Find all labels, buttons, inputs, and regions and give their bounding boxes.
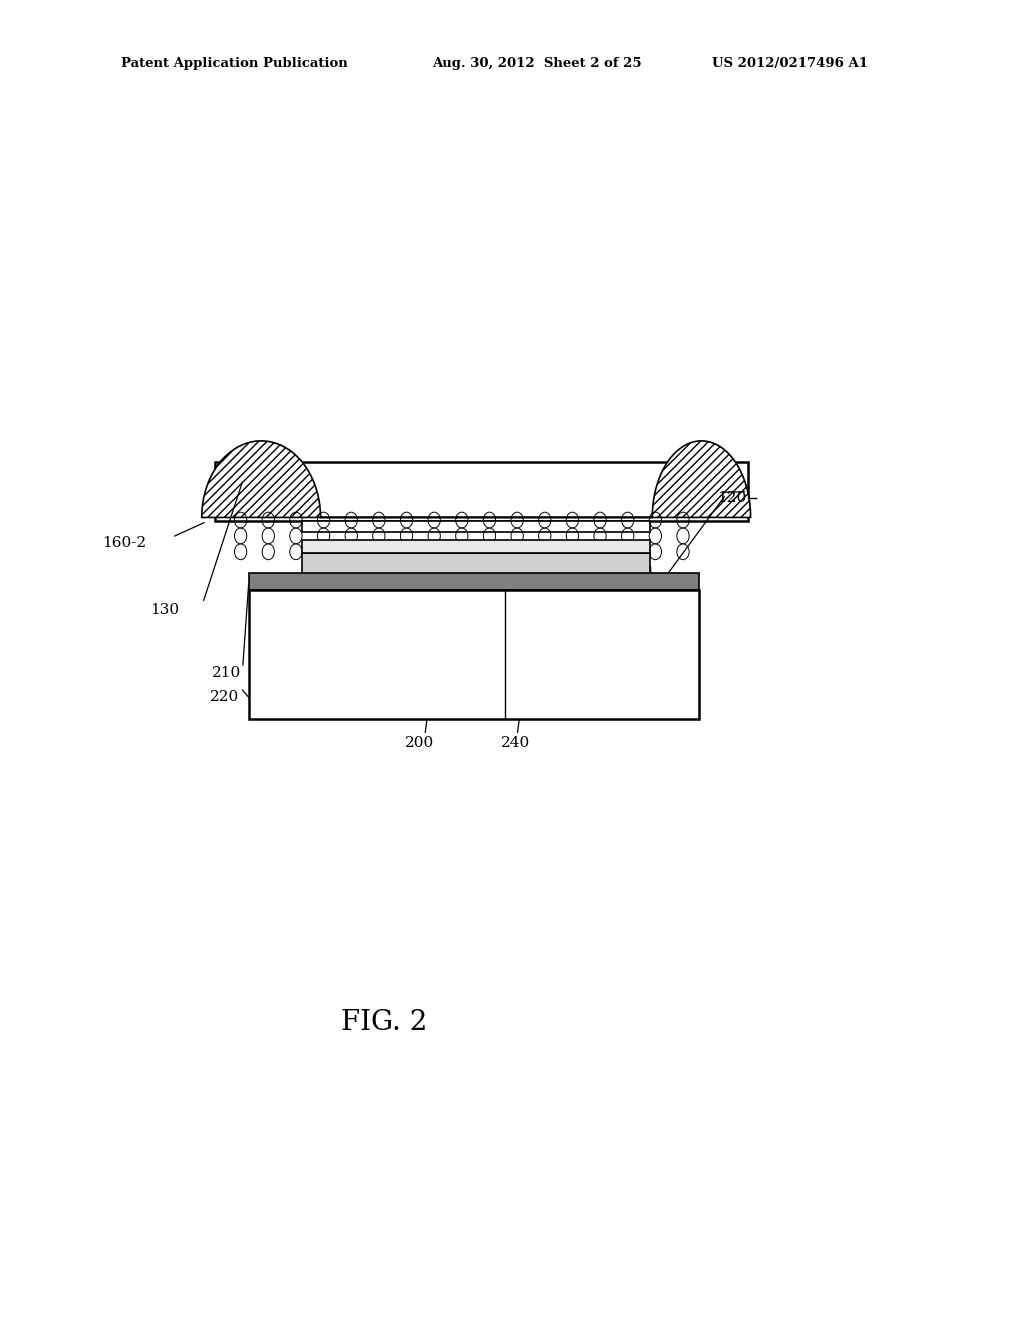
Text: Aug. 30, 2012  Sheet 2 of 25: Aug. 30, 2012 Sheet 2 of 25	[432, 57, 642, 70]
Text: 150: 150	[629, 631, 657, 644]
Text: 200: 200	[404, 737, 434, 750]
Text: US 2012/0217496 A1: US 2012/0217496 A1	[712, 57, 867, 70]
Text: 240: 240	[501, 737, 530, 750]
Bar	[249, 590, 699, 719]
Text: 120: 120	[717, 491, 746, 504]
Text: 220: 220	[210, 690, 240, 704]
Text: 230: 230	[652, 690, 681, 704]
Text: 210: 210	[212, 667, 242, 680]
Text: Patent Application Publication: Patent Application Publication	[121, 57, 347, 70]
Text: 160-2: 160-2	[102, 536, 146, 549]
Text: FIG. 2: FIG. 2	[341, 1010, 427, 1036]
Polygon shape	[202, 441, 751, 517]
Bar	[249, 573, 699, 590]
Text: 130: 130	[151, 603, 179, 616]
Bar	[302, 521, 650, 532]
Bar	[215, 462, 748, 521]
Text: 160-1: 160-1	[658, 581, 702, 594]
Bar	[302, 540, 650, 553]
Text: 140: 140	[652, 667, 682, 680]
Bar	[302, 553, 650, 574]
